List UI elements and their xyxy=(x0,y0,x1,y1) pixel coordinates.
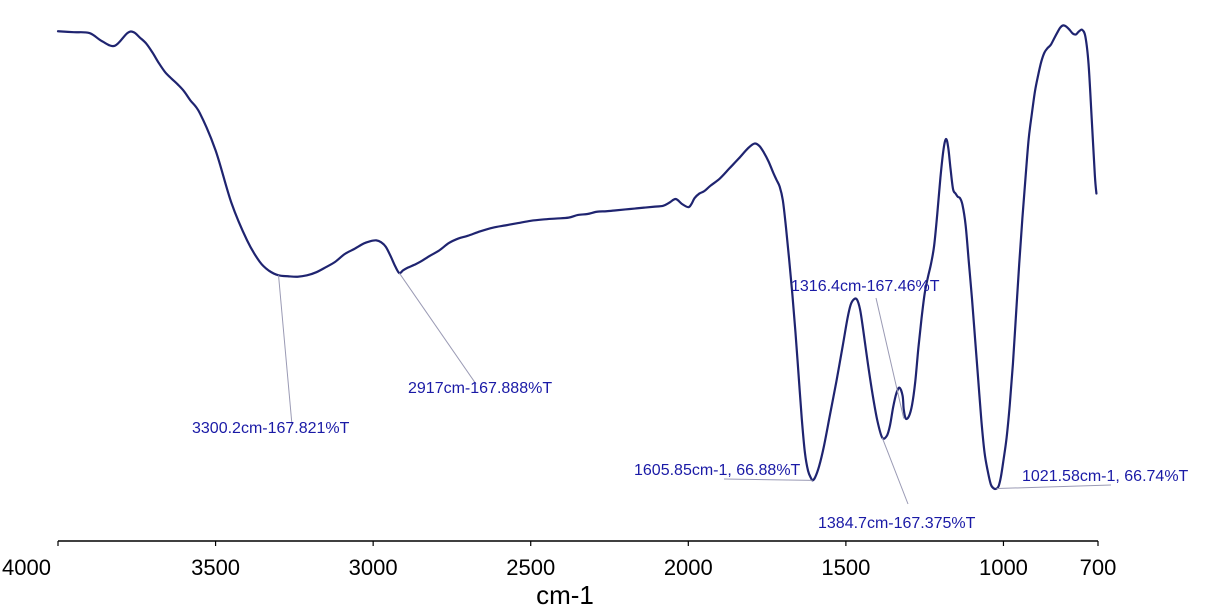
x-tick-label: 3500 xyxy=(191,555,240,580)
peak-annotation-label: 3300.2cm-167.821%T xyxy=(192,420,350,437)
peak-annotation-label: 1316.4cm-167.46%T xyxy=(791,278,940,295)
x-axis-ticks: 4000 3500 3000 2500 2000 1500 1000 700 xyxy=(2,541,1116,580)
x-tick-label: 2500 xyxy=(506,555,555,580)
annotation-leader-line xyxy=(996,484,1112,490)
annotation-leader-line xyxy=(398,272,477,385)
annotation-leader-line xyxy=(875,297,905,419)
annotation-leader-line xyxy=(723,478,813,481)
peak-annotations: 3300.2cm-167.821%T 2917cm-167.888%T 1316.4… xyxy=(192,272,1189,532)
annotation-leader-line xyxy=(278,275,293,426)
x-tick-label: 2000 xyxy=(664,555,713,580)
peak-annotation-label: 1384.7cm-167.375%T xyxy=(818,515,976,532)
x-tick-label: 1500 xyxy=(821,555,870,580)
x-axis-title: cm-1 xyxy=(536,580,594,610)
peak-annotation-label: 1605.85cm-1, 66.88%T xyxy=(634,462,801,479)
x-tick-label: 1000 xyxy=(979,555,1028,580)
peak-annotation-label: 1021.58cm-1, 66.74%T xyxy=(1022,468,1189,485)
plot-area xyxy=(56,24,1098,491)
annotation-leader-line xyxy=(881,437,909,505)
x-tick-label: 700 xyxy=(1080,555,1117,580)
x-tick-label: 3000 xyxy=(349,555,398,580)
x-tick-label: 4000 xyxy=(2,555,51,580)
peak-annotation-label: 2917cm-167.888%T xyxy=(408,380,552,397)
spectrum-line xyxy=(56,24,1098,491)
